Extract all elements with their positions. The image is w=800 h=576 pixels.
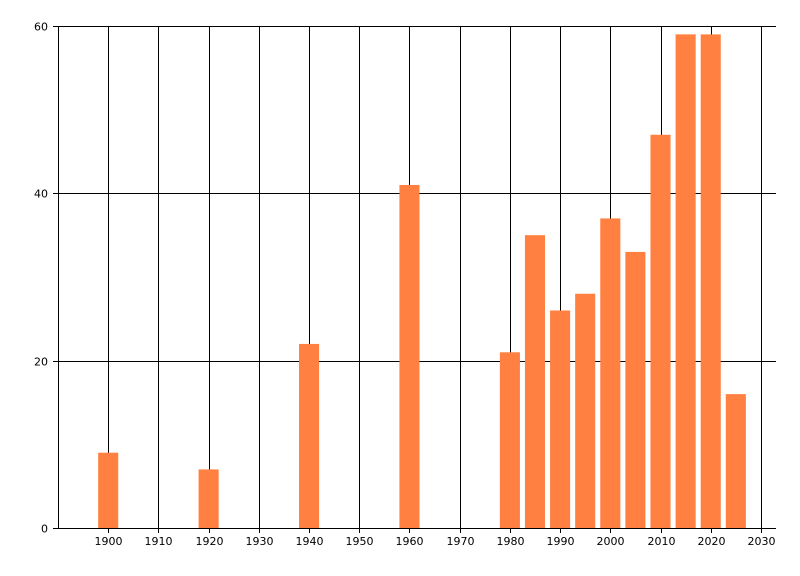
x-tick-label: 1970 [447, 535, 475, 548]
bar-1995 [575, 293, 596, 528]
bars [98, 34, 746, 529]
axes [58, 26, 776, 529]
bar-1980 [499, 352, 520, 528]
x-tick-label: 2020 [698, 535, 726, 548]
x-tick-label: 1940 [296, 535, 324, 548]
y-tick-label: 40 [34, 188, 48, 201]
x-tick-label: 2010 [648, 535, 676, 548]
x-tick-label: 1960 [396, 535, 424, 548]
bar-1920 [198, 469, 219, 528]
x-axis-ticks: 1900 1910 1920 1930 1940 1950 1960 1970 1980 1990… [95, 528, 776, 548]
x-tick-label: 2000 [597, 535, 625, 548]
bar-1940 [299, 343, 320, 528]
y-tick-label: 20 [34, 356, 48, 369]
x-tick-label: 1900 [95, 535, 123, 548]
y-axis-ticks: 0 20 40 60 [34, 21, 58, 536]
bar-1960 [399, 184, 420, 528]
x-tick-label: 1920 [196, 535, 224, 548]
x-tick-label: 1910 [145, 535, 173, 548]
y-tick-label: 60 [34, 21, 48, 34]
y-tick-label: 0 [41, 523, 48, 536]
bar-2000 [600, 218, 621, 528]
x-tick-label: 1980 [497, 535, 525, 548]
bar-2005 [625, 251, 646, 528]
bar-2025 [725, 394, 746, 528]
x-tick-label: 1930 [246, 535, 274, 548]
x-tick-label: 1950 [346, 535, 374, 548]
bar-1990 [550, 310, 571, 528]
x-tick-label: 1990 [547, 535, 575, 548]
bar-2020 [700, 34, 721, 529]
x-tick-label: 2030 [748, 535, 776, 548]
bar-2010 [650, 134, 671, 528]
bar-1900 [98, 452, 119, 528]
bar-2015 [675, 34, 696, 529]
bar-1985 [524, 235, 546, 529]
